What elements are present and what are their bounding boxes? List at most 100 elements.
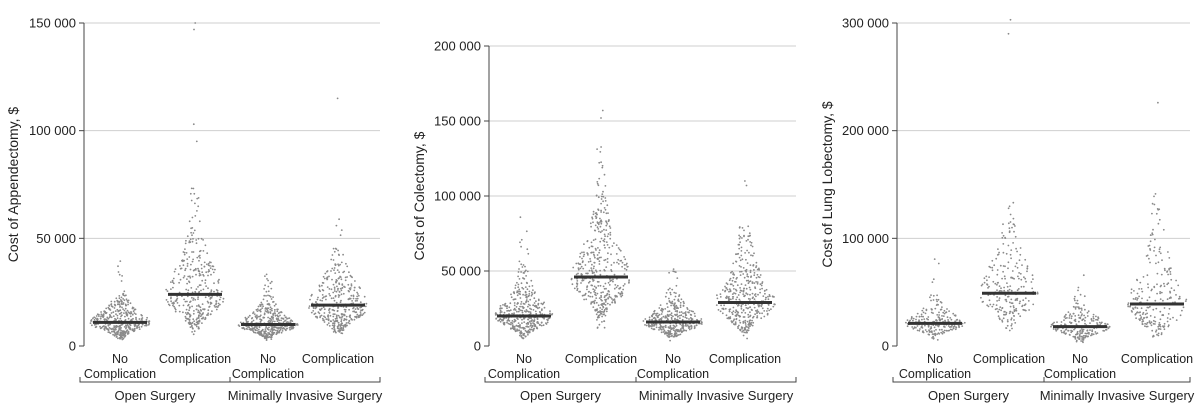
data-point [1149, 315, 1152, 317]
data-point [1086, 311, 1089, 314]
data-point [191, 321, 194, 324]
data-point [189, 238, 192, 241]
data-point [349, 274, 352, 277]
data-point [747, 282, 750, 285]
data-point [522, 293, 524, 296]
data-point [1069, 313, 1072, 316]
data-point [1066, 317, 1068, 319]
data-point [1036, 291, 1039, 294]
data-point [188, 318, 191, 321]
data-point [1157, 334, 1160, 337]
data-point [673, 291, 676, 294]
data-point [726, 317, 729, 320]
data-point [510, 328, 512, 330]
data-point [605, 266, 608, 268]
data-point [1027, 300, 1030, 302]
data-point [1008, 231, 1011, 234]
data-point [174, 310, 177, 313]
data-point [675, 334, 678, 337]
data-point [136, 327, 139, 329]
data-point [599, 269, 601, 272]
data-point [735, 260, 737, 263]
data-point [345, 324, 347, 327]
data-point [273, 311, 276, 313]
x-category-label: No [516, 352, 532, 366]
data-point [753, 298, 756, 301]
data-point [726, 288, 729, 291]
data-point [259, 315, 261, 318]
data-point [522, 264, 525, 266]
data-point [363, 311, 366, 314]
data-point [738, 256, 741, 259]
data-point [670, 314, 673, 317]
data-point [1032, 303, 1035, 306]
data-point [330, 258, 333, 261]
data-point [744, 284, 747, 286]
data-point [536, 306, 538, 309]
data-point [337, 287, 339, 290]
data-point [1010, 289, 1013, 292]
data-point [263, 288, 265, 290]
data-point [191, 260, 194, 263]
data-point [589, 222, 592, 225]
data-point [732, 262, 735, 265]
data-point [980, 296, 982, 299]
data-point [194, 202, 196, 205]
data-point [184, 242, 187, 245]
data-point [1001, 307, 1004, 310]
data-point [924, 312, 927, 315]
data-point [596, 213, 598, 216]
group-bracket [229, 377, 381, 383]
data-point [186, 265, 189, 267]
data-point [191, 251, 193, 253]
data-point [623, 283, 626, 285]
data-point [284, 325, 286, 328]
data-point [338, 271, 340, 274]
data-point [1018, 272, 1020, 274]
data-point [1169, 273, 1172, 275]
data-point [533, 302, 536, 304]
data-point [195, 308, 198, 311]
data-point [1078, 320, 1080, 323]
data-point [733, 292, 735, 294]
data-point [113, 300, 116, 303]
data-point [264, 284, 266, 287]
data-point [109, 332, 112, 334]
data-point [942, 311, 945, 314]
data-point [183, 298, 186, 301]
data-point [582, 255, 585, 258]
data-point [1167, 324, 1170, 327]
data-point [517, 271, 520, 273]
data-point [273, 320, 276, 323]
data-point [746, 293, 749, 296]
data-point [503, 323, 505, 325]
x-category-label: Complication [899, 367, 971, 381]
data-point [750, 323, 753, 326]
data-point [119, 325, 122, 327]
data-point [1007, 295, 1010, 298]
data-point [135, 316, 137, 319]
data-point [954, 328, 957, 331]
data-point [596, 226, 599, 229]
data-point [525, 269, 527, 272]
data-point [247, 320, 249, 323]
data-point [1014, 322, 1017, 324]
data-point [656, 312, 659, 315]
data-point [756, 273, 759, 276]
data-point [308, 307, 310, 309]
data-point [342, 292, 345, 295]
data-point [269, 306, 272, 309]
data-point [1181, 309, 1183, 312]
data-point [1136, 307, 1139, 309]
data-point [103, 325, 105, 328]
data-point [538, 311, 541, 313]
data-point [276, 314, 279, 317]
data-point [603, 173, 606, 176]
data-point [519, 216, 522, 219]
data-point [906, 319, 909, 321]
data-point [592, 221, 594, 224]
data-point [1010, 324, 1013, 327]
data-point [719, 310, 722, 313]
data-point [1030, 281, 1033, 283]
group-label: Open Surgery [928, 388, 1009, 403]
